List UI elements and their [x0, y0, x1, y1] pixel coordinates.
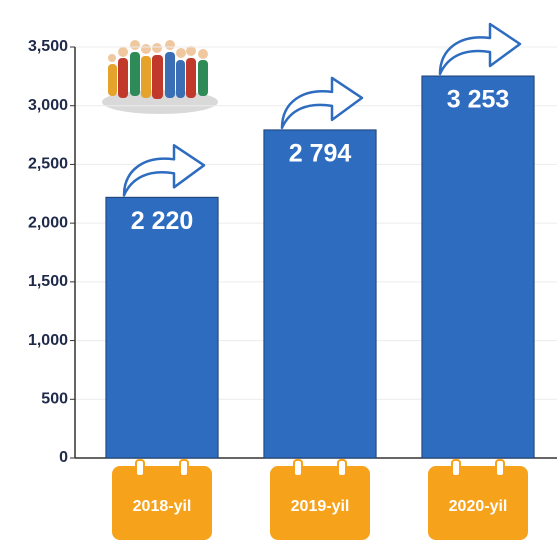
value-label: 2 220 — [131, 207, 194, 235]
y-tick-label: 1,000 — [28, 332, 68, 349]
y-tick-label: 500 — [41, 391, 68, 408]
calendar-ring — [293, 459, 303, 477]
x-tick-label: 2018-yil — [133, 498, 192, 515]
value-label: 2 794 — [289, 140, 352, 168]
bar — [105, 196, 219, 459]
y-tick-label: 2,000 — [28, 214, 68, 231]
arrow-icon — [122, 144, 206, 197]
calendar-ring — [451, 459, 461, 477]
calendar-ring — [495, 459, 505, 477]
y-tick-label: 3,000 — [28, 97, 68, 114]
calendar-icon — [112, 466, 212, 540]
y-tick-label: 0 — [59, 449, 68, 466]
arrow-icon — [280, 76, 364, 130]
y-tick-label: 3,500 — [28, 38, 68, 55]
value-label: 3 253 — [447, 86, 510, 114]
calendar-ring — [179, 459, 189, 477]
y-tick-label: 2,500 — [28, 156, 68, 173]
x-tick-label: 2020-yil — [449, 498, 508, 515]
y-tick-label: 1,500 — [28, 273, 68, 290]
x-tick-label: 2019-yil — [291, 498, 350, 515]
bar — [263, 129, 377, 459]
calendar-ring — [337, 459, 347, 477]
bar — [421, 75, 535, 459]
calendar-icon — [428, 466, 528, 540]
people-icon — [102, 40, 218, 114]
calendar-ring — [135, 459, 145, 477]
calendar-icon — [270, 466, 370, 540]
arrow-icon — [438, 22, 522, 76]
